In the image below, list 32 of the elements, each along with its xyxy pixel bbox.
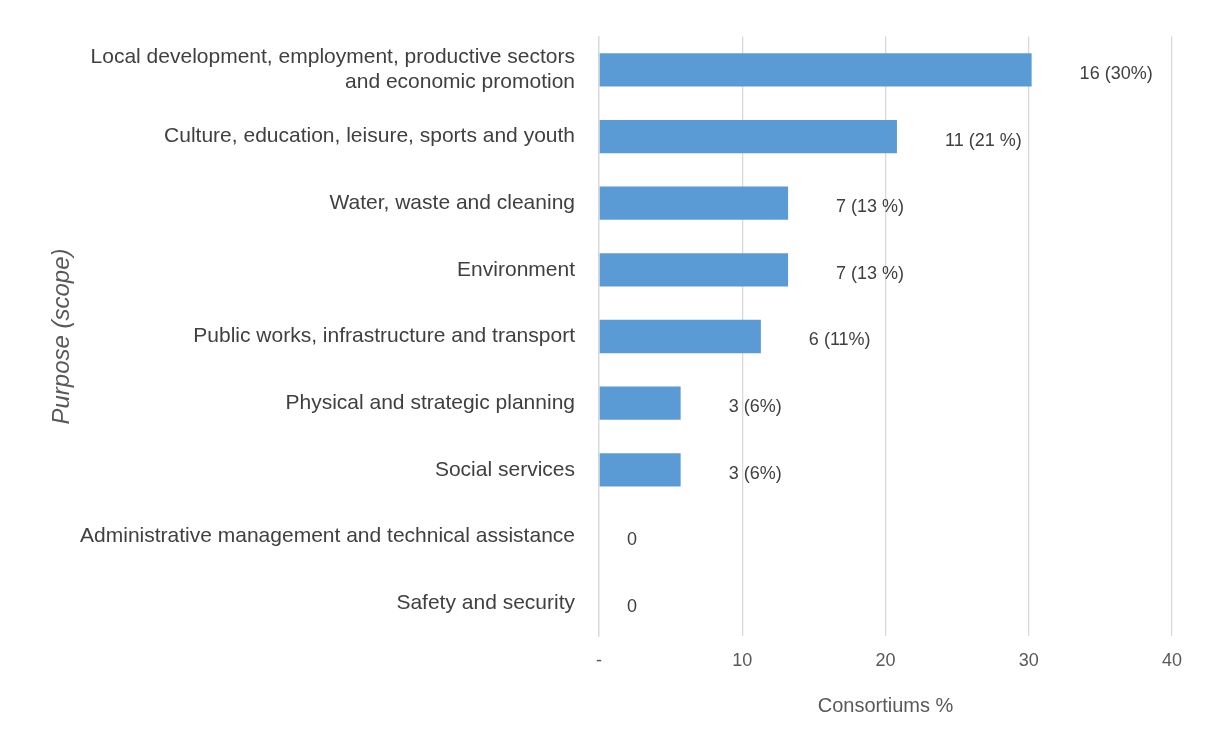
bar <box>599 253 789 287</box>
data-label: 16 (30%) <box>1079 62 1153 83</box>
x-tick-label: - <box>596 650 602 671</box>
bar <box>599 186 789 220</box>
y-tick-label: Safety and security <box>396 589 576 613</box>
data-label: 11 (21 %) <box>944 129 1022 150</box>
y-tick-label: Physical and strategic planning <box>285 389 575 413</box>
y-tick-label: Local development, employment, productive sectors and economic promotion <box>90 44 575 93</box>
x-axis-title: Consortiums % <box>817 693 954 716</box>
y-tick-label: Culture, education, leisure, sports and youth <box>164 123 575 147</box>
data-label: 6 (11%) <box>808 329 871 350</box>
bar <box>599 53 1032 87</box>
bar <box>599 119 897 154</box>
data-label: 7 (13 %) <box>836 196 905 217</box>
x-tick-label: 30 <box>1018 650 1039 671</box>
y-tick-label: Administrative management and technical assistance <box>80 523 575 547</box>
y-tick-label: Social services <box>434 456 575 480</box>
data-label: 0 <box>627 529 638 550</box>
data-label: 3 (6%) <box>728 396 782 417</box>
bar <box>599 319 761 354</box>
y-axis-title: Purpose (scope) <box>47 248 75 425</box>
x-tick-label: 10 <box>732 650 753 671</box>
x-tick-label: 20 <box>875 650 896 671</box>
x-tick-label: 40 <box>1161 650 1183 671</box>
bar <box>599 453 681 487</box>
y-tick-label: Public works, infrastructure and transport <box>193 323 576 347</box>
y-tick-label: Water, waste and cleaning <box>329 190 575 214</box>
bar <box>599 386 681 420</box>
data-label: 3 (6%) <box>728 462 782 483</box>
data-label: 7 (13 %) <box>836 262 905 283</box>
y-tick-label: Environment <box>457 256 576 280</box>
data-label: 0 <box>627 596 638 617</box>
